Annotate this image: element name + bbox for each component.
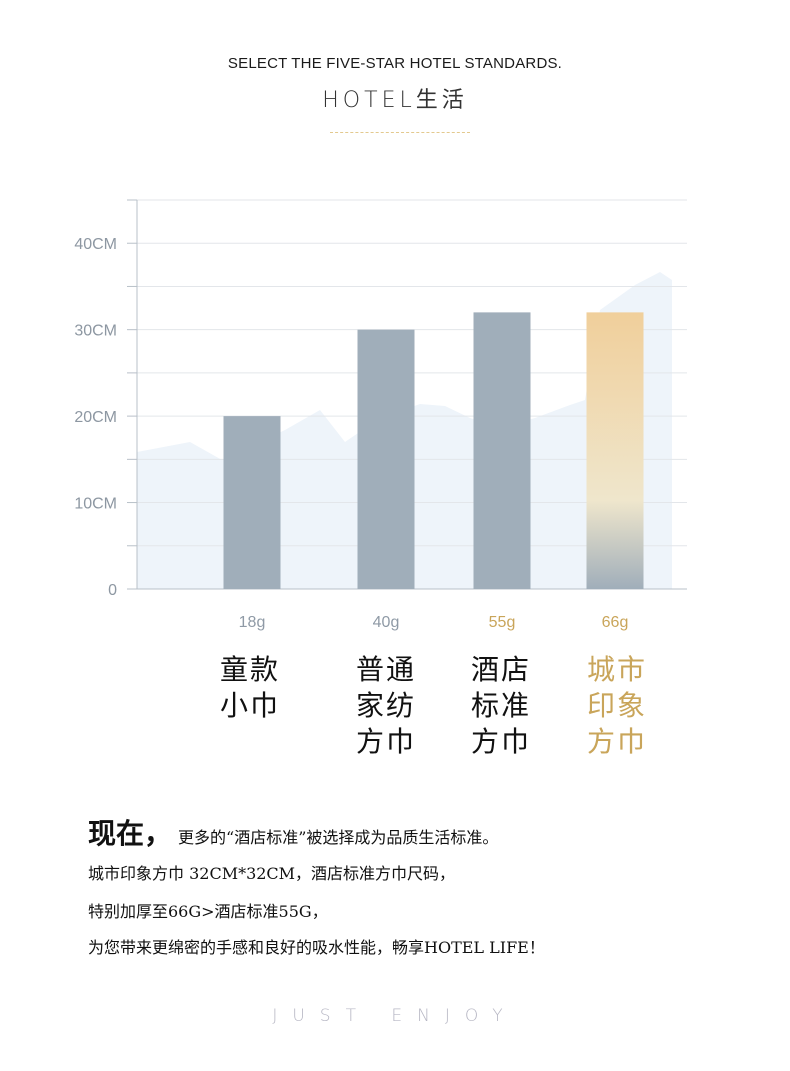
category-line: 方巾	[587, 725, 648, 758]
description-line-1: 现在， 更多的“酒店标准”被选择成为品质生活标准。	[88, 812, 728, 852]
category-label-3: 城市 印象 方巾	[587, 652, 677, 760]
description-line-2: 城市印象方巾 32CM*32CM，酒店标准方巾尺码，	[88, 864, 456, 883]
category-label-0: 童款 小巾	[220, 652, 310, 724]
bar-chart: 0 10CM 20CM 30CM 40CM 18g 40g 55g 66g	[74, 199, 687, 631]
bar-2	[473, 312, 531, 589]
category-line: 方巾	[471, 725, 532, 758]
category-line: 方巾	[356, 725, 417, 758]
header-divider	[330, 132, 470, 133]
y-tick-label: 0	[108, 582, 117, 599]
header-title-cn: HOTEL生活	[322, 88, 468, 113]
description-lead: 现在，	[88, 817, 173, 850]
category-line: 酒店	[471, 653, 532, 686]
y-tick-label: 20CM	[74, 409, 117, 426]
category-line: 家纺	[356, 689, 417, 722]
bar-1	[357, 329, 415, 589]
bar-3	[586, 312, 644, 589]
category-line: 印象	[587, 689, 648, 722]
weight-label-1: 40g	[373, 614, 400, 631]
category-line: 童款	[220, 653, 281, 686]
header-title-en: SELECT THE FIVE-STAR HOTEL STANDARDS.	[227, 55, 563, 72]
y-tick-label: 40CM	[74, 236, 117, 253]
category-label-2: 酒店 标准 方巾	[471, 652, 561, 760]
y-tick-label: 10CM	[74, 496, 117, 513]
category-line: 标准	[471, 689, 532, 722]
footer-tagline: JUST ENJOY	[272, 1006, 518, 1026]
category-line: 普通	[356, 653, 417, 686]
weight-label-3: 66g	[602, 614, 629, 631]
bar-0	[223, 416, 281, 589]
category-label-1: 普通 家纺 方巾	[356, 652, 446, 760]
category-line: 小巾	[220, 689, 281, 722]
weight-label-0: 18g	[239, 614, 266, 631]
description-lead-rest: 更多的“酒店标准”被选择成为品质生活标准。	[178, 828, 499, 847]
description-line-4: 为您带来更绵密的手感和良好的吸水性能，畅享HOTEL LIFE！	[88, 938, 545, 957]
description-line-3: 特别加厚至66G>酒店标准55G，	[88, 902, 328, 921]
weight-label-2: 55g	[489, 614, 516, 631]
y-tick-label: 30CM	[74, 323, 117, 340]
category-line: 城市	[587, 653, 648, 686]
